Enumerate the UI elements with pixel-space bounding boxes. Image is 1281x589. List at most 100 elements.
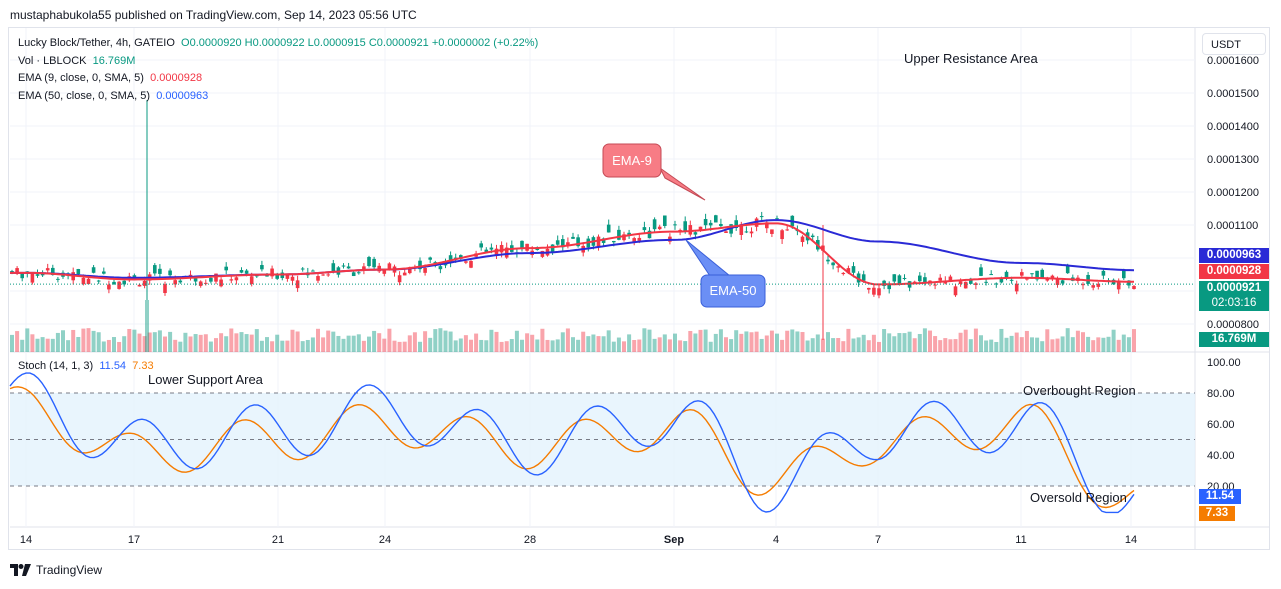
- ema50-price-tag: 0.0000963: [1199, 248, 1269, 263]
- volume-bar: [1106, 336, 1111, 352]
- symbol-label[interactable]: Lucky Block/Tether, 4h, GATEIO: [18, 37, 175, 49]
- stoch-k-value: 11.54: [99, 360, 127, 372]
- volume-bar: [382, 338, 387, 352]
- volume-bar: [494, 331, 499, 352]
- volume-bar: [300, 341, 305, 352]
- volume-bar: [438, 328, 443, 352]
- volume-bar: [922, 328, 927, 352]
- volume-bar: [718, 329, 723, 352]
- volume-bar: [627, 334, 632, 352]
- candle-body: [311, 270, 315, 272]
- candle-body: [117, 281, 121, 289]
- volume-bar: [917, 333, 922, 352]
- volume-bar: [979, 335, 983, 352]
- volume-label[interactable]: Vol · LBLOCK: [18, 54, 87, 67]
- ema9-label[interactable]: EMA (9, close, 0, SMA, 5): [18, 72, 144, 84]
- volume-bar: [377, 333, 382, 352]
- volume-bar: [1101, 337, 1106, 352]
- volume-bar: [729, 339, 734, 352]
- candle-body: [285, 274, 290, 279]
- volume-bar: [112, 337, 116, 352]
- candle-body: [1045, 278, 1050, 281]
- volume-bar: [907, 331, 912, 352]
- volume-bar: [173, 339, 178, 352]
- candle-body: [647, 230, 652, 239]
- candle-body: [744, 231, 749, 233]
- volume-bar: [933, 336, 938, 352]
- candle-body: [617, 229, 621, 240]
- stoch-tick-label: 60.00: [1207, 419, 1235, 431]
- candle-body: [994, 283, 999, 285]
- volume-bar: [708, 341, 713, 352]
- time-tick-label: Sep: [664, 534, 684, 546]
- candle-body: [974, 283, 978, 286]
- volume-bar: [443, 330, 448, 352]
- candle-body: [142, 280, 147, 286]
- volume-bar: [1065, 328, 1070, 352]
- ema50-label[interactable]: EMA (50, close, 0, SMA, 5): [18, 89, 151, 102]
- candle-body: [1132, 286, 1136, 290]
- candle-body: [612, 240, 616, 243]
- volume-bar: [224, 336, 229, 352]
- volume-bar: [683, 341, 688, 352]
- volume-bar: [387, 328, 392, 352]
- volume-bar: [616, 337, 621, 352]
- volume-bar: [958, 332, 963, 352]
- candle-body: [831, 262, 835, 266]
- volume-bar: [632, 340, 637, 352]
- volume-bar: [1070, 337, 1075, 352]
- candle-body: [810, 235, 815, 238]
- volume-bar: [168, 331, 173, 352]
- candle-body: [214, 273, 218, 282]
- tradingview-footer[interactable]: TradingView: [10, 563, 102, 577]
- candle-body: [326, 274, 330, 276]
- candle-body: [484, 249, 489, 253]
- candle-body: [464, 261, 468, 263]
- time-tick-label: 7: [875, 534, 881, 546]
- volume-bar: [963, 329, 968, 352]
- volume-bar: [188, 336, 193, 352]
- volume-bar: [780, 339, 785, 352]
- candle-body: [418, 260, 422, 270]
- volume-bar: [1121, 334, 1126, 352]
- volume-bar: [1024, 330, 1029, 352]
- volume-bar: [35, 338, 40, 352]
- volume-bar: [270, 341, 275, 352]
- stoch-label[interactable]: Stoch (14, 1, 3): [18, 360, 94, 372]
- volume-bar: [1091, 340, 1096, 352]
- candle-body: [749, 231, 754, 234]
- volume-bar: [841, 341, 846, 352]
- price-tick-label: 0.0001500: [1207, 88, 1259, 100]
- volume-bar: [76, 336, 81, 352]
- candle-body: [102, 271, 106, 274]
- volume-bar: [754, 331, 759, 352]
- volume-bar: [739, 333, 744, 352]
- volume-bar: [943, 338, 948, 352]
- candle-body: [836, 266, 840, 268]
- candle-body: [448, 255, 453, 264]
- candle-body: [1055, 278, 1060, 285]
- candle-body: [759, 216, 764, 218]
- candle-body: [800, 236, 805, 243]
- currency-button[interactable]: USDT: [1202, 33, 1266, 55]
- volume-bar: [428, 337, 433, 352]
- candle-body: [489, 247, 494, 250]
- volume-bar: [601, 336, 606, 352]
- candle-body: [76, 269, 81, 275]
- volume-bar: [163, 336, 167, 352]
- candle-body: [693, 232, 698, 235]
- candle-body: [295, 280, 300, 289]
- volume-bar: [275, 334, 280, 352]
- candle-body: [734, 220, 738, 229]
- candle-body: [1040, 269, 1044, 279]
- volume-bar: [642, 328, 647, 352]
- volume-bar: [1075, 330, 1080, 352]
- volume-bar: [392, 340, 397, 352]
- volume-bar: [25, 328, 30, 352]
- volume-bar: [397, 341, 402, 352]
- candle-body: [107, 284, 111, 290]
- volume-bar: [953, 339, 958, 352]
- volume-bar: [458, 338, 463, 352]
- volume-bar: [15, 331, 20, 352]
